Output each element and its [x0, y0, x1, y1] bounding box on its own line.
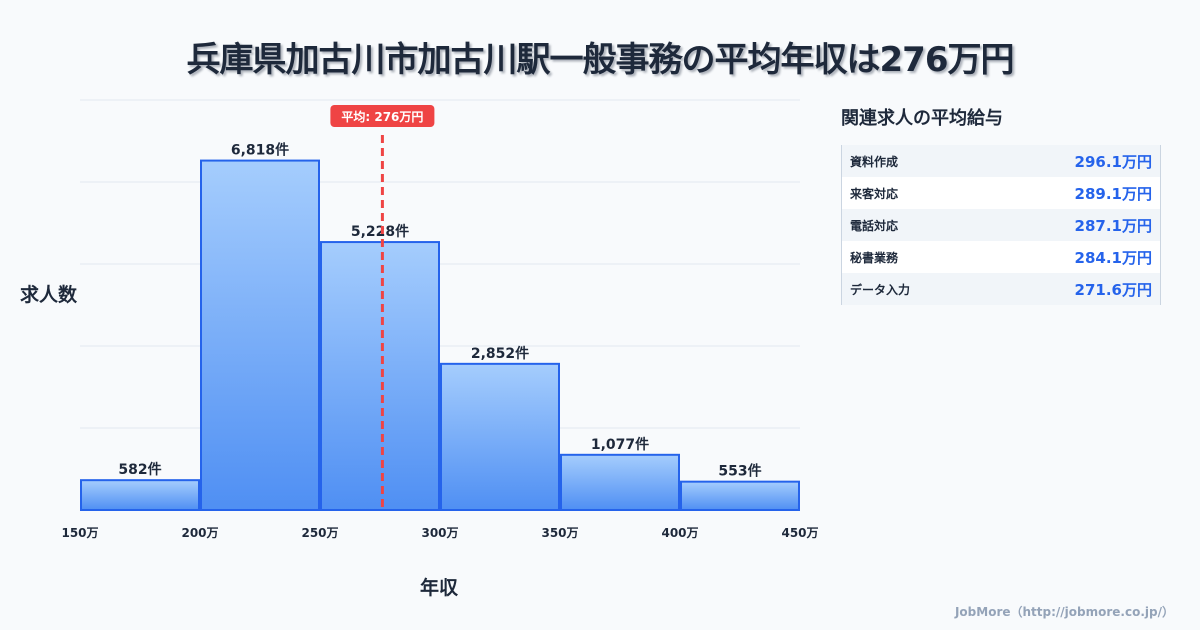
x-tick-label: 350万: [541, 526, 578, 540]
mean-label-badge: [330, 105, 435, 127]
related-job-row: 電話対応 287.1万円: [842, 209, 1160, 241]
related-job-row: 秘書業務 284.1万円: [842, 241, 1160, 273]
x-tick-label: 250万: [301, 526, 338, 540]
job-name: 秘書業務: [850, 250, 899, 265]
x-axis-label: 年収: [420, 577, 459, 599]
bar-value-label: 582件: [118, 461, 161, 478]
related-jobs-table: 資料作成 296.1万円 来客対応 289.1万円 電話対応 287.1万円 秘書業務…: [841, 145, 1161, 305]
bar-value-label: 2,852件: [471, 345, 529, 362]
bar-value-label: 6,818件: [231, 142, 289, 159]
related-job-row: 資料作成 296.1万円: [842, 145, 1160, 177]
bar-value-label: 5,228件: [351, 223, 409, 240]
x-tick-label: 400万: [661, 526, 698, 540]
job-name: データ入力: [850, 282, 911, 297]
job-salary: 287.1万円: [1074, 216, 1152, 235]
job-salary: 271.6万円: [1074, 280, 1152, 299]
y-axis-label: 求人数: [20, 284, 78, 306]
bar-value-label: 553件: [718, 463, 761, 480]
related-job-row: 来客対応 289.1万円: [842, 177, 1160, 209]
page-title: 兵庫県加古川市加古川駅一般事務の平均年収は276万円: [186, 40, 1015, 80]
histogram-chart: 582件 6,818件 5,228件 2,852件 1,077件 553件 150万 200万…: [61, 99, 819, 540]
job-name: 来客対応: [850, 186, 899, 201]
x-tick-label: 300万: [421, 526, 458, 540]
histogram-bar: [80, 479, 200, 511]
job-salary: 296.1万円: [1074, 152, 1152, 171]
histogram-bar: [440, 362, 560, 511]
x-tick-label: 450万: [781, 526, 818, 540]
histogram-bar: [320, 241, 440, 511]
bar-value-label: 1,077件: [591, 436, 649, 453]
histogram-bar: [680, 480, 800, 512]
x-tick-label: 150万: [61, 526, 98, 540]
job-name: 資料作成: [850, 154, 899, 169]
job-salary: 284.1万円: [1074, 248, 1152, 267]
footer-credit: JobMore（http://jobmore.co.jp/）: [954, 605, 1174, 619]
job-name: 電話対応: [850, 218, 899, 233]
x-tick-label: 200万: [181, 526, 218, 540]
histogram-bar: [200, 159, 320, 511]
related-jobs-title: 関連求人の平均給与: [841, 108, 1003, 129]
related-job-row: データ入力 271.6万円: [842, 273, 1160, 305]
mean-label: 平均: 276万円: [341, 109, 423, 124]
histogram-bar: [560, 453, 680, 511]
job-salary: 289.1万円: [1074, 184, 1152, 203]
